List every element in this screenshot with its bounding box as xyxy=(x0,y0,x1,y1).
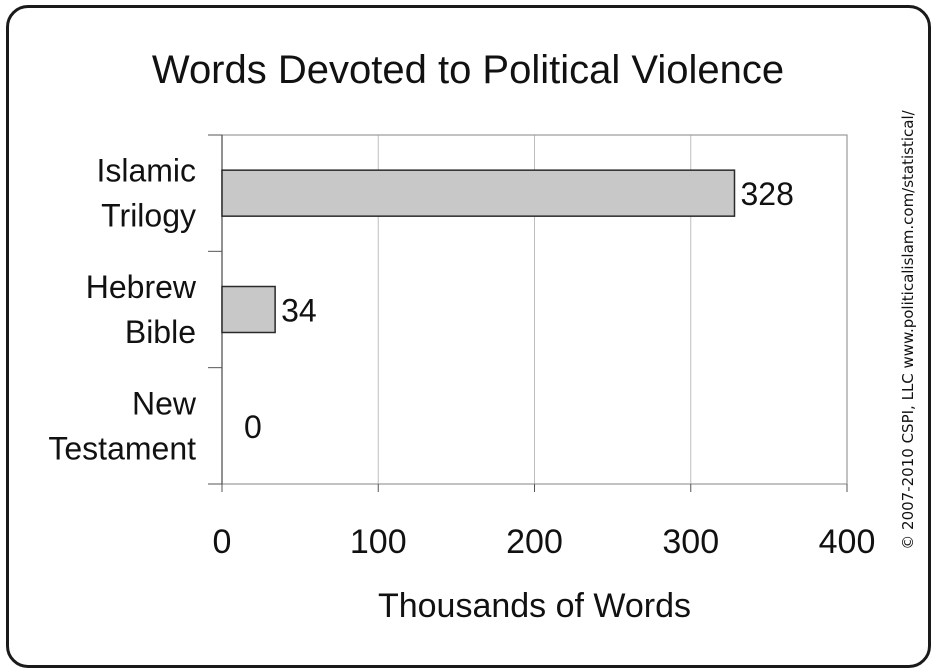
x-axis-title: Thousands of Words xyxy=(378,587,691,625)
data-label-2: 0 xyxy=(244,409,262,445)
x-tick-label-2: 200 xyxy=(506,523,563,561)
x-tick-label-0: 0 xyxy=(213,523,232,561)
chart-frame xyxy=(6,5,931,668)
category-label-1-0: Hebrew xyxy=(86,269,197,305)
category-label-0-0: Islamic xyxy=(96,153,196,189)
category-label-2-1: Testament xyxy=(48,430,196,466)
data-label-0: 328 xyxy=(741,176,794,212)
bar-1 xyxy=(221,285,276,334)
data-label-1: 34 xyxy=(281,293,317,329)
category-label-2-0: New xyxy=(132,385,197,421)
category-label-0-1: Trilogy xyxy=(101,198,196,234)
x-tick-label-4: 400 xyxy=(819,523,876,561)
x-tick-label-3: 300 xyxy=(662,523,719,561)
chart-title: Words Devoted to Political Violence xyxy=(151,48,785,92)
bar-0 xyxy=(221,169,736,217)
copyright-credit: © 2007-2010 CSPI, LLC www.politicalislam… xyxy=(899,110,917,550)
category-label-1-1: Bible xyxy=(125,314,196,350)
x-tick-label-1: 100 xyxy=(350,523,407,561)
